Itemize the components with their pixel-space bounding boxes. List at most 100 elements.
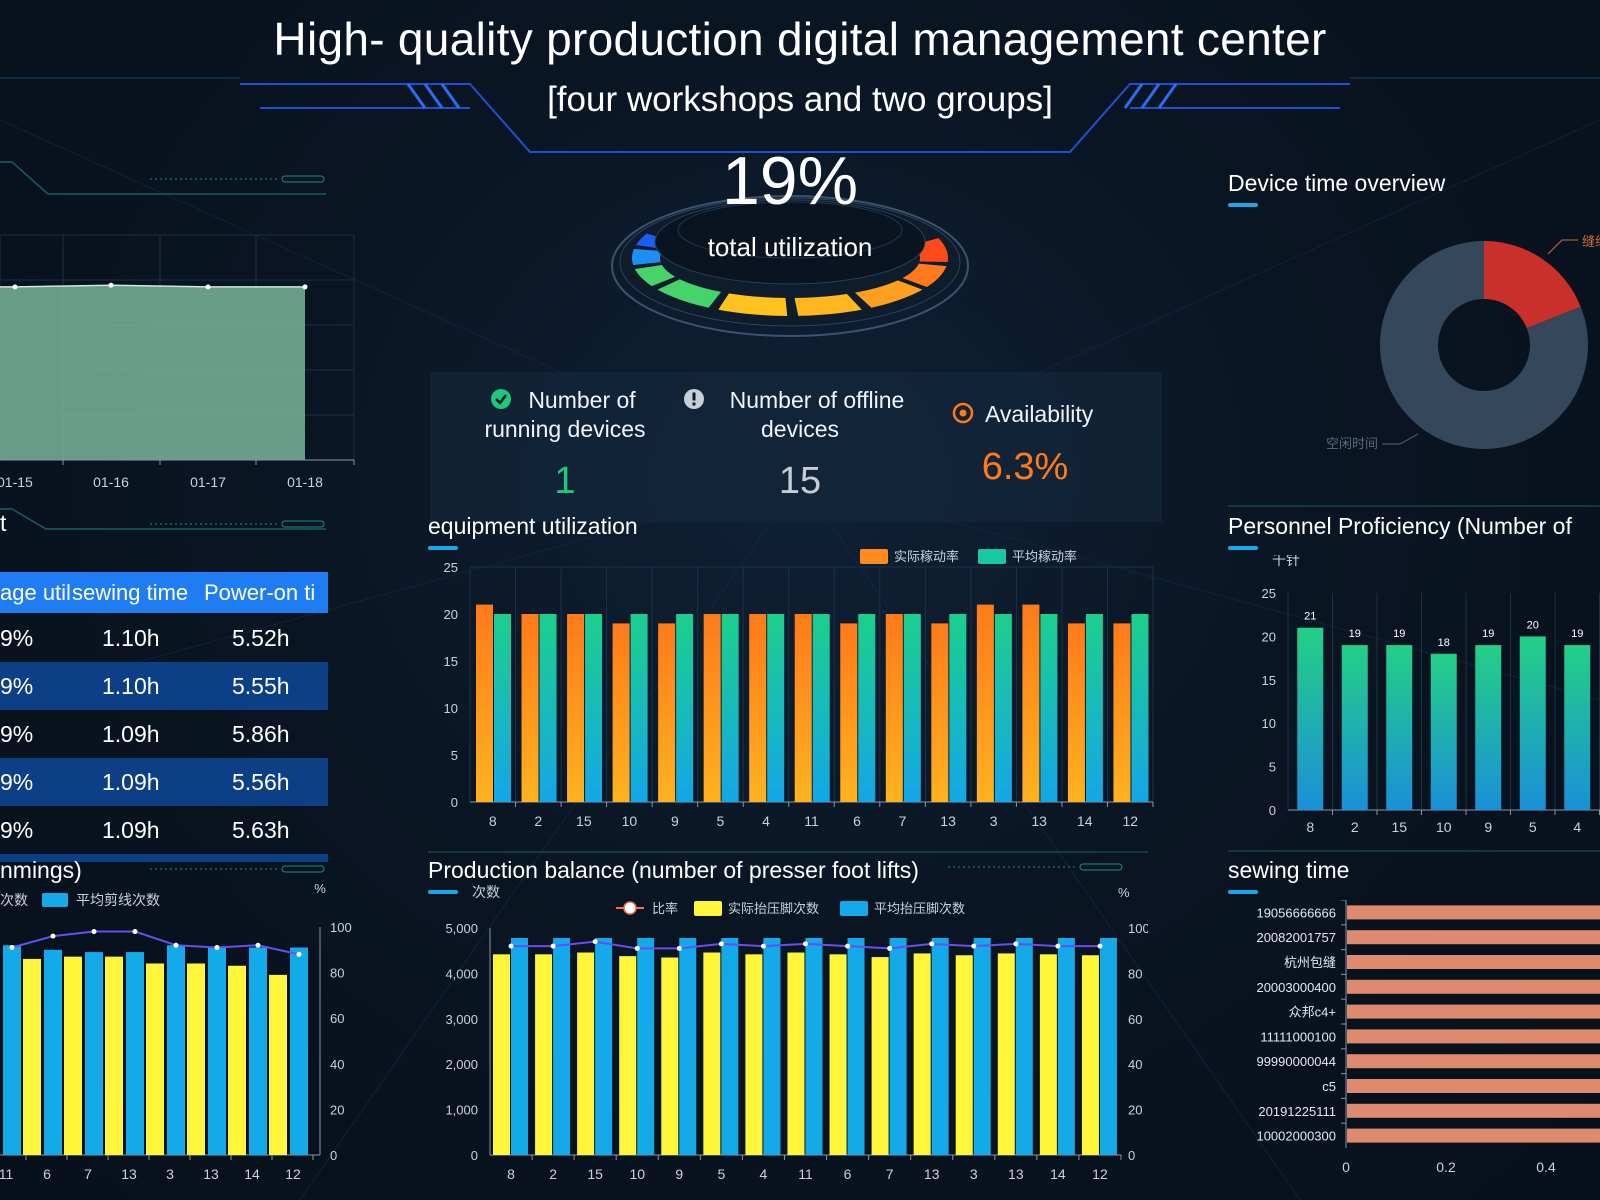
- right-tick-label: 100: [1128, 921, 1148, 936]
- y-tick-label: 25: [1262, 586, 1276, 601]
- data-point: [205, 284, 211, 290]
- bar-actual: [493, 954, 510, 1155]
- x-tick-label: 5: [717, 1166, 725, 1182]
- y-tick-label: 众邦c4+: [1289, 1005, 1336, 1020]
- x-tick-label: 7: [886, 1166, 894, 1182]
- table-row: 9% 1.09h 5.63h: [0, 806, 328, 854]
- right-axis-unit: %: [314, 881, 326, 896]
- bar-average: [767, 614, 785, 802]
- ratio-point: [929, 941, 935, 947]
- ratio-point: [1055, 943, 1061, 949]
- area-line: [0, 284, 305, 288]
- x-tick-label: 6: [844, 1166, 852, 1182]
- table-cell: 5.56h: [232, 769, 290, 795]
- bar-average: [1085, 614, 1103, 802]
- x-tick-label: 9: [671, 813, 679, 829]
- table-cell: 9%: [0, 721, 34, 747]
- x-tick-label: 13: [203, 1166, 219, 1182]
- bar-sewing: [1347, 930, 1600, 945]
- bar-actual: [703, 614, 721, 802]
- bar-actual: [535, 954, 553, 1155]
- bar-average: [3, 945, 21, 1155]
- kpi-panel: [430, 372, 1162, 522]
- table-row: 9% 1.10h 5.52h: [0, 614, 328, 662]
- bar-actual: [745, 954, 763, 1155]
- data-label: 19: [1482, 628, 1494, 640]
- y-tick-label: 10: [1262, 716, 1276, 731]
- table-cell: 9%: [0, 673, 34, 699]
- sewing-title-underline: [1228, 890, 1258, 894]
- bar-proficiency: [1430, 653, 1457, 810]
- x-tick-label: 14: [1050, 1166, 1066, 1182]
- slice-label: 空闲时间: [1326, 436, 1378, 451]
- bar-average: [676, 614, 694, 802]
- y-tick-label: 10: [444, 701, 458, 716]
- x-tick-label: 15: [576, 813, 592, 829]
- sewing-title-decoration: [1228, 850, 1600, 852]
- bar-actual: [567, 614, 585, 802]
- y-tick-label: 20: [444, 607, 458, 622]
- gauge-segment: [718, 293, 788, 316]
- left-top-chart: 01-15 01-16 01-17 01-18: [0, 161, 355, 490]
- personnel-chart: 千针 0 5 10 15 20 25 21 8 19 2 19 15 18 10 19 9 20 5 19 4: [1262, 555, 1600, 835]
- x-tick-label: 2: [534, 813, 542, 829]
- bar-actual: [619, 956, 637, 1155]
- bar-average: [585, 614, 603, 802]
- right-tick-label: 40: [330, 1057, 344, 1072]
- device-time-title: Device time overview: [1228, 170, 1446, 196]
- ratio-point: [845, 943, 851, 949]
- bar-count: [105, 956, 123, 1155]
- page-title: High- quality production digital managem…: [273, 13, 1327, 65]
- table-cell: 9%: [0, 625, 34, 651]
- x-tick-label: 12: [285, 1166, 301, 1182]
- availability-value: 6.3%: [981, 446, 1069, 488]
- bar-average: [847, 937, 865, 1155]
- x-tick-label: 0: [1342, 1159, 1350, 1175]
- y-tick-label: 99990000044: [1256, 1054, 1336, 1069]
- x-tick-label: 4: [762, 813, 770, 829]
- bar-count: [23, 958, 41, 1155]
- target-icon: [952, 402, 974, 424]
- bar-average: [721, 614, 739, 802]
- data-point: [108, 282, 114, 288]
- bar-proficiency: [1297, 627, 1324, 810]
- production-title: Production balance (number of presser fo…: [428, 857, 919, 883]
- bar-actual: [829, 954, 847, 1155]
- bar-actual: [997, 953, 1015, 1155]
- y-tick-label: 20191225111: [1258, 1104, 1336, 1119]
- bar-sewing: [1347, 1128, 1600, 1143]
- bar-proficiency: [1386, 645, 1413, 810]
- x-tick-label: 4: [1573, 819, 1581, 835]
- bar-actual: [1113, 623, 1131, 802]
- ratio-point: [887, 945, 893, 951]
- bar-actual: [577, 952, 595, 1155]
- bar-average: [249, 947, 267, 1155]
- bar-average: [812, 614, 830, 802]
- y-tick-label: 5,000: [445, 921, 478, 936]
- table-row: 9% 1.09h 5.86h: [0, 710, 328, 758]
- x-tick-label: 13: [924, 1166, 940, 1182]
- x-tick-label: 5: [1529, 819, 1537, 835]
- equipment-title-underline: [428, 546, 458, 550]
- ratio-point: [91, 929, 97, 935]
- data-label: 21: [1304, 611, 1316, 623]
- utilization-gauge: [611, 195, 969, 337]
- bar-average: [931, 937, 949, 1155]
- bar-average: [637, 937, 655, 1155]
- bar-average: [595, 937, 613, 1155]
- bar-average: [208, 947, 226, 1155]
- x-tick-label: 2: [1351, 819, 1359, 835]
- bar-actual: [1067, 623, 1085, 802]
- right-tick-label: 80: [330, 966, 344, 981]
- offline-label-line2: devices: [761, 416, 839, 442]
- table-title: t: [0, 510, 7, 536]
- ratio-point: [214, 945, 220, 951]
- x-tick-label: 13: [121, 1166, 137, 1182]
- gauge-segment: [634, 264, 676, 287]
- bar-average: [126, 952, 144, 1155]
- table-cell: 5.63h: [232, 817, 290, 843]
- x-tick-label: 9: [675, 1166, 683, 1182]
- device-time-chart: 缝纫空闲时间: [1326, 234, 1600, 451]
- offline-devices-label: Number of offline devices: [690, 386, 910, 444]
- x-tick-label: 13: [1031, 813, 1047, 829]
